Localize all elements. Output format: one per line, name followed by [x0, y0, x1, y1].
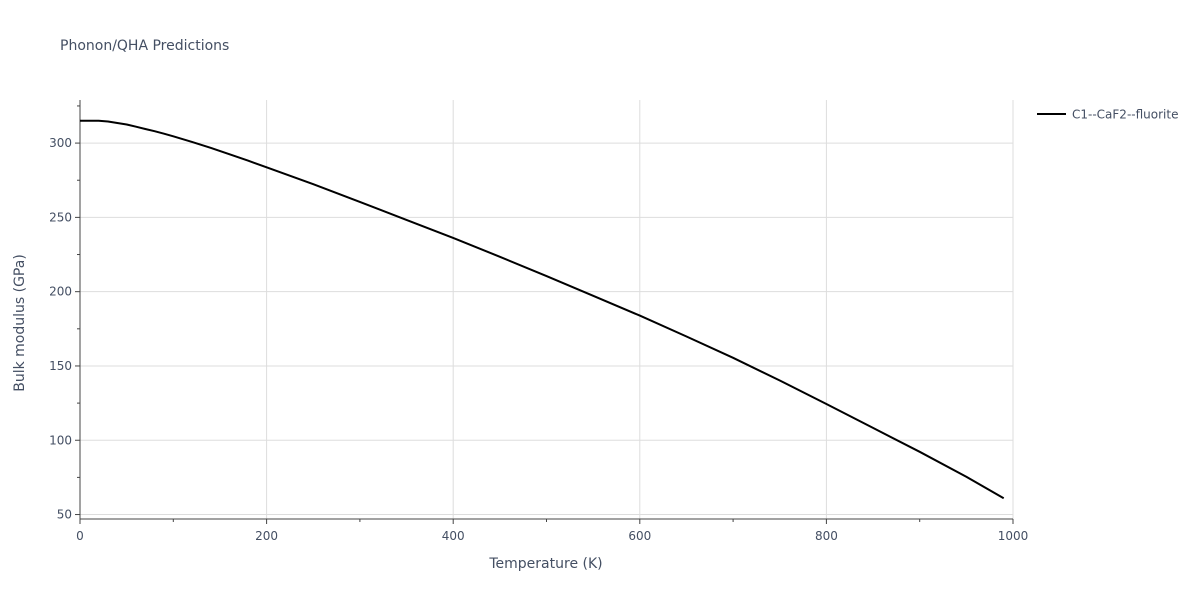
y-axis-ticks: 50 100 150 200 250 300 — [49, 105, 80, 522]
x-tick-label: 400 — [442, 529, 465, 543]
legend-label: C1--CaF2--fluorite — [1072, 108, 1178, 122]
x-tick-label: 800 — [815, 529, 838, 543]
legend[interactable]: C1--CaF2--fluorite — [1037, 108, 1178, 122]
y-tick-label: 100 — [49, 433, 72, 447]
y-axis-title: Bulk modulus (GPa) — [12, 254, 28, 392]
series-line — [80, 119, 1005, 500]
x-tick-label: 600 — [628, 529, 651, 543]
series-layer — [80, 119, 1005, 500]
y-tick-label: 50 — [57, 508, 72, 522]
x-axis-title: Temperature (K) — [488, 556, 602, 572]
grid — [80, 100, 1014, 519]
y-tick-label: 250 — [49, 210, 72, 224]
chart-title: Phonon/QHA Predictions — [60, 38, 229, 54]
y-tick-label: 150 — [49, 359, 72, 373]
x-tick-label: 1000 — [998, 529, 1029, 543]
x-axis-ticks: 0 200 400 600 800 1000 — [76, 519, 1028, 543]
y-tick-label: 300 — [49, 136, 72, 150]
x-tick-label: 0 — [76, 529, 84, 543]
y-tick-label: 200 — [49, 285, 72, 299]
x-tick-label: 200 — [255, 529, 278, 543]
